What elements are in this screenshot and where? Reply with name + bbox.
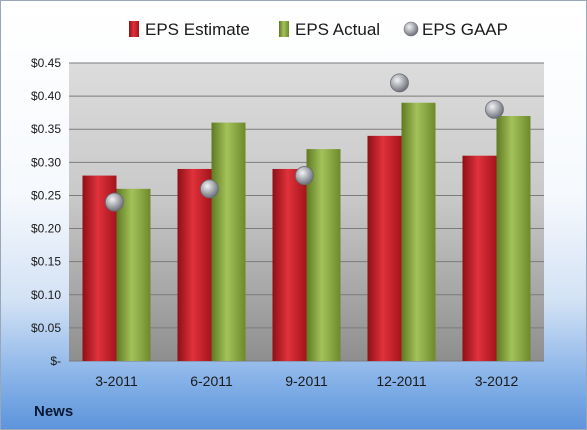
bar-eps-actual (401, 102, 436, 361)
y-tick-label: $0.25 (31, 188, 61, 202)
footer-label: News (34, 403, 74, 420)
x-tick-label: 6-2011 (190, 373, 233, 389)
bar-eps-estimate (462, 155, 497, 361)
bar-eps-estimate (272, 168, 307, 361)
legend-eps-estimate-label: EPS Estimate (145, 20, 250, 39)
marker-eps-gaap (485, 99, 504, 119)
y-tick-label: $0.30 (31, 155, 61, 169)
bar-eps-actual (306, 149, 341, 361)
legend-eps-estimate-swatch (129, 21, 139, 37)
y-tick-label: $0.10 (31, 288, 61, 302)
bar-eps-estimate (367, 135, 402, 361)
y-tick-label: $- (50, 354, 61, 368)
y-tick-label: $0.40 (31, 89, 61, 103)
marker-eps-gaap (295, 166, 314, 185)
legend-eps-gaap-swatch (403, 21, 419, 37)
x-tick-label: 12-2011 (376, 373, 427, 389)
x-tick-label: 3-2011 (95, 373, 138, 389)
bar-eps-estimate (177, 168, 212, 361)
legend-eps-actual-label: EPS Actual (295, 20, 380, 39)
y-tick-label: $0.05 (31, 321, 61, 335)
y-tick-label: $0.45 (31, 56, 61, 70)
bar-eps-actual (496, 115, 531, 361)
legend-eps-gaap-label: EPS GAAP (422, 20, 508, 39)
bar-eps-actual (211, 122, 246, 361)
marker-eps-gaap (105, 192, 124, 212)
legend-eps-actual-swatch (279, 21, 289, 37)
x-tick-label: 3-2012 (475, 373, 519, 389)
y-tick-label: $0.20 (31, 222, 61, 236)
bar-eps-actual (116, 188, 151, 361)
y-tick-label: $0.15 (31, 255, 61, 269)
marker-eps-gaap (200, 179, 219, 199)
y-tick-label: $0.35 (31, 122, 61, 136)
x-tick-label: 9-2011 (285, 373, 328, 389)
marker-eps-gaap (390, 73, 409, 93)
